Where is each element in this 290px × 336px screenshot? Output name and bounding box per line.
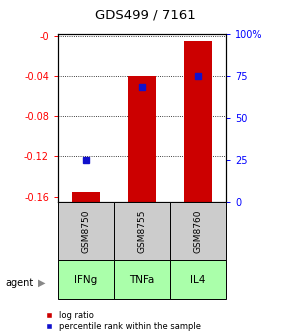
Bar — [184, 41, 212, 202]
FancyBboxPatch shape — [58, 260, 114, 299]
Bar — [128, 76, 156, 202]
Legend: log ratio, percentile rank within the sample: log ratio, percentile rank within the sa… — [45, 310, 202, 332]
FancyBboxPatch shape — [58, 202, 114, 260]
Bar — [72, 192, 100, 202]
FancyBboxPatch shape — [170, 202, 226, 260]
Text: IL4: IL4 — [191, 275, 206, 285]
Text: GSM8760: GSM8760 — [194, 209, 203, 253]
Text: GDS499 / 7161: GDS499 / 7161 — [95, 8, 195, 22]
Text: agent: agent — [6, 278, 34, 288]
Text: IFNg: IFNg — [75, 275, 98, 285]
FancyBboxPatch shape — [170, 260, 226, 299]
Text: GSM8750: GSM8750 — [81, 209, 90, 253]
FancyBboxPatch shape — [114, 260, 170, 299]
Text: ▶: ▶ — [38, 278, 46, 288]
Text: TNFa: TNFa — [129, 275, 155, 285]
FancyBboxPatch shape — [114, 202, 170, 260]
Text: GSM8755: GSM8755 — [137, 209, 147, 253]
